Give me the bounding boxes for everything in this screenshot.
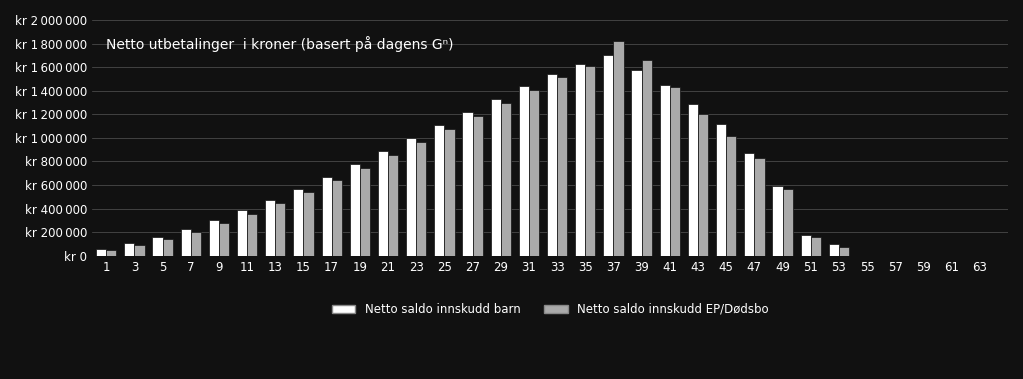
Bar (754, 158, 764, 256)
Bar (331, 180, 342, 256)
Bar (106, 250, 117, 256)
Bar (772, 186, 783, 256)
Bar (190, 232, 201, 256)
Bar (124, 243, 134, 256)
Bar (585, 66, 595, 256)
Bar (783, 189, 793, 256)
Bar (716, 124, 726, 256)
Bar (500, 103, 510, 256)
Bar (839, 247, 849, 256)
Bar (529, 89, 539, 256)
Bar (801, 235, 811, 256)
Bar (294, 189, 304, 256)
Bar (670, 87, 680, 256)
Bar (219, 223, 229, 256)
Bar (388, 155, 398, 256)
Bar (547, 74, 558, 256)
Bar (360, 168, 370, 256)
Bar (631, 69, 641, 256)
Bar (265, 200, 275, 256)
Bar (237, 210, 248, 256)
Bar (614, 41, 624, 256)
Bar (811, 237, 820, 256)
Bar (698, 114, 708, 256)
Bar (181, 229, 190, 256)
Text: Netto utbetalinger  i kroner (basert på dagens Gⁿ): Netto utbetalinger i kroner (basert på d… (105, 36, 453, 52)
Bar (491, 99, 500, 256)
Bar (604, 55, 614, 256)
Bar (163, 239, 173, 256)
Bar (209, 221, 219, 256)
Bar (416, 142, 427, 256)
Bar (660, 85, 670, 256)
Bar (350, 164, 360, 256)
Bar (152, 237, 163, 256)
Bar (275, 204, 285, 256)
Bar (444, 129, 454, 256)
Bar (134, 244, 144, 256)
Bar (519, 86, 529, 256)
Bar (321, 177, 331, 256)
Bar (744, 153, 754, 256)
Bar (248, 214, 257, 256)
Bar (434, 125, 444, 256)
Bar (96, 249, 106, 256)
Legend: Netto saldo innskudd barn, Netto saldo innskudd EP/Dødsbo: Netto saldo innskudd barn, Netto saldo i… (326, 298, 773, 321)
Bar (575, 64, 585, 256)
Bar (726, 136, 737, 256)
Bar (462, 112, 473, 256)
Bar (687, 104, 698, 256)
Bar (304, 192, 314, 256)
Bar (829, 244, 839, 256)
Bar (558, 77, 567, 256)
Bar (641, 60, 652, 256)
Bar (377, 151, 388, 256)
Bar (406, 138, 416, 256)
Bar (473, 116, 483, 256)
